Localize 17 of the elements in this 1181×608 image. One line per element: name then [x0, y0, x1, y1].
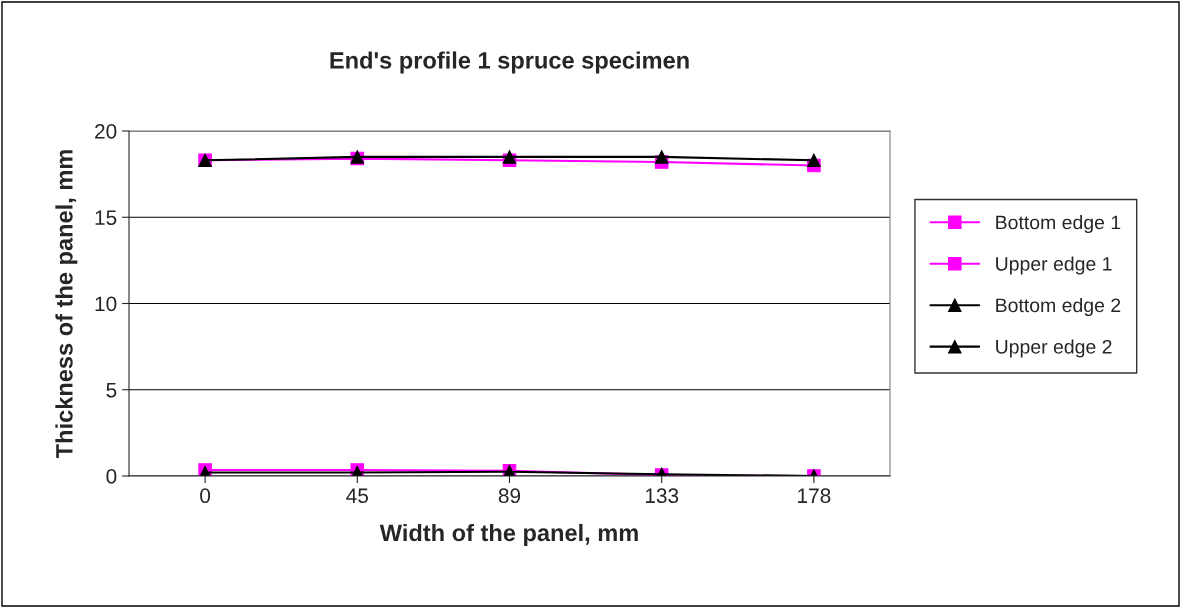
x-axis-title: Width of the panel, mm: [379, 523, 638, 546]
y-tick-label: 15: [95, 210, 117, 225]
legend-label: Upper edge 1: [996, 256, 1112, 275]
legend-label: Upper edge 2: [996, 339, 1112, 358]
y-tick-label: 10: [95, 296, 117, 312]
y-tick-label: 0: [106, 469, 117, 484]
x-tick-label: 45: [346, 488, 369, 504]
y-axis-title: Thickness of the panel, mm: [55, 150, 78, 459]
x-tick-label: 0: [200, 488, 211, 504]
x-tick-label: 89: [498, 488, 521, 504]
legend-label: Bottom edge 2: [996, 297, 1121, 317]
y-tick-label: 20: [95, 124, 117, 139]
y-tick-label: 5: [106, 382, 117, 398]
chart-title: End's profile 1 spruce specimen: [330, 51, 689, 74]
x-tick-label: 133: [645, 488, 679, 504]
x-tick-label: 178: [798, 488, 831, 504]
legend-label: Bottom edge 1: [996, 215, 1121, 234]
